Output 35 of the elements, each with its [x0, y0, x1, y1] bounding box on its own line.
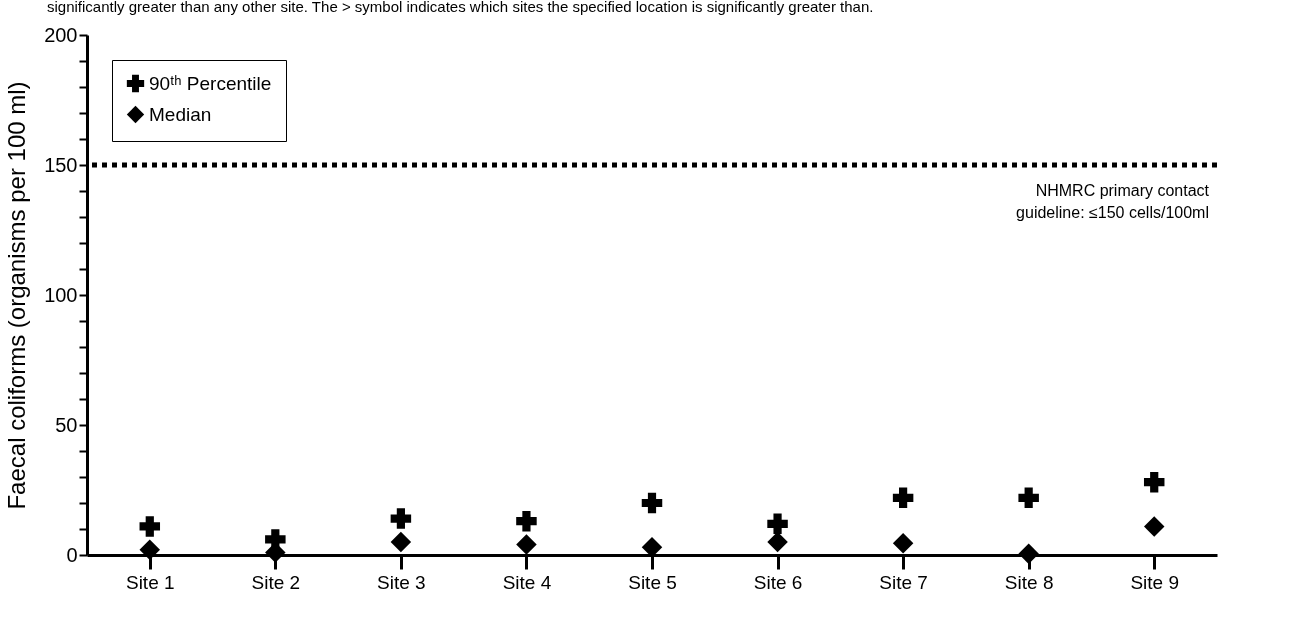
y-axis-title: Faecal coliforms (organisms per 100 ml) — [3, 81, 31, 510]
point — [767, 513, 788, 535]
point — [1018, 543, 1039, 564]
y-tick-label: 0 — [66, 543, 78, 566]
legend-label: Median — [149, 103, 212, 125]
x-tick-label: Site 2 — [251, 571, 301, 593]
point — [892, 533, 914, 554]
x-tick-label: Site 9 — [1130, 571, 1180, 593]
y-tick-label: 100 — [44, 283, 78, 306]
point — [1143, 471, 1165, 493]
x-tick-label: Site 1 — [125, 571, 175, 593]
point — [390, 508, 412, 529]
x-tick-label: Site 7 — [879, 571, 928, 593]
point — [641, 492, 663, 514]
legend-label: 90ᵗʰ Percentile — [149, 72, 272, 94]
x-tick-label: Site 8 — [1004, 571, 1054, 593]
text: significantly greater than any other site. The > symbol indicates which sites the specified location is significantly greater than. — [47, 0, 874, 15]
ref-line-label: NHMRC primary contact guideline: ≤150 cells/100ml — [1016, 182, 1210, 221]
point — [139, 516, 161, 537]
point — [892, 487, 914, 509]
point — [390, 531, 412, 553]
point — [265, 542, 286, 563]
point — [1018, 487, 1039, 509]
x-tick-label: Site 5 — [628, 571, 677, 593]
point — [516, 510, 537, 532]
y-tick-label: 50 — [55, 413, 78, 436]
y-tick-label: 200 — [44, 23, 78, 46]
point — [767, 531, 788, 553]
x-tick-label: Site 6 — [753, 571, 803, 593]
x-tick-label: Site 4 — [502, 571, 552, 593]
y-tick-label: 150 — [44, 153, 78, 176]
x-tick-label: Site 3 — [377, 571, 426, 593]
point — [1143, 516, 1165, 537]
point — [516, 534, 537, 555]
point — [139, 539, 161, 561]
